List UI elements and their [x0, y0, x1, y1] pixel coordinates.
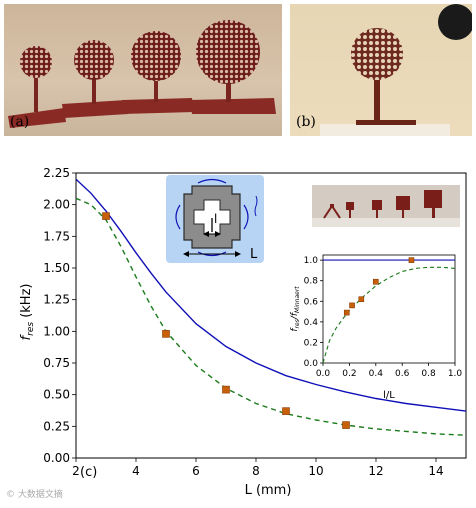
panel-label-c: (c) [80, 465, 97, 480]
inset-x-tick-label: 0.4 [369, 369, 384, 379]
inset-markers [343, 257, 415, 316]
inset-data-point [343, 309, 350, 316]
photo-a-image [4, 4, 282, 136]
inset-fit-curve [322, 266, 456, 364]
main-x-tick-label: 2 [72, 464, 80, 478]
inset-data-point [408, 257, 415, 263]
main-model-curve [75, 178, 467, 412]
main-y-tick-label: 2.00 [43, 198, 70, 212]
main-y-tick-label: 1.00 [43, 324, 70, 338]
inset-x-tick-label: 0.6 [395, 369, 410, 379]
main-ticks: 2 4 6 8 10 12 14 0.00 0.25 0.50 0.75 1.00 1.25 1.50 1.… [43, 166, 443, 478]
photo-a [4, 4, 282, 136]
schematic-small-label: l [214, 212, 217, 226]
inset-x-tick-label: 0.2 [342, 369, 356, 379]
schematic-inset: l L [166, 175, 264, 263]
main-plot-frame [75, 172, 467, 459]
schematic-large-label: L [250, 247, 258, 262]
inset-ylabel-mid: /f [290, 311, 300, 320]
main-data-point [282, 407, 290, 415]
main-ylabel-f: f [19, 333, 34, 340]
inset-ticks: 0.0 0.2 0.4 0.6 0.8 1.0 0.0 0.2 0.4 0.6 0.8 1.0 [304, 256, 463, 379]
main-x-tick-label: 6 [192, 464, 200, 478]
inset-y-tick-label: 0.6 [304, 297, 319, 307]
main-x-tick-label: 12 [368, 464, 383, 478]
inset-ylabel-sub: res [294, 319, 301, 328]
inset-y-tick-label: 0.4 [304, 318, 319, 328]
main-y-tick-label: 1.25 [43, 293, 70, 307]
panel-label-b: (b) [296, 114, 316, 130]
main-data-point [222, 385, 230, 394]
inset-data-point [349, 302, 355, 309]
main-x-tick-label: 8 [252, 464, 260, 478]
main-y-tick-label: 1.75 [43, 229, 70, 243]
schematic-field-right [243, 204, 249, 230]
photo-b [290, 4, 472, 136]
inset-x-tick-label: 0.8 [421, 369, 436, 379]
inset-ylabel-sub2: Minnaert [294, 286, 301, 313]
main-y-tick-label: 2.25 [43, 166, 70, 180]
inset-x-tick-label: 1.0 [448, 369, 463, 379]
main-y-tick-label: 0.25 [43, 419, 70, 433]
main-ylabel-sub: res [26, 322, 36, 336]
main-ylabel: fres (kHz) [19, 284, 36, 341]
main-y-tick-label: 1.50 [43, 261, 70, 275]
main-x-tick-label: 14 [428, 464, 443, 478]
main-x-tick-label: 10 [308, 464, 323, 478]
inset-y-tick-label: 0.8 [304, 277, 319, 287]
main-y-tick-label: 0.50 [43, 388, 70, 402]
watermark: © 大数据文摘 [6, 490, 63, 500]
inset-plot-area [322, 254, 456, 364]
main-xlabel: L (mm) [245, 483, 292, 498]
main-data-point [342, 421, 350, 429]
schematic-field-top [197, 178, 227, 184]
inset-series [322, 259, 456, 364]
inset-data-point [358, 296, 365, 303]
inset-ylabel-f: f [290, 327, 300, 332]
inset-xlabel: l/L [383, 390, 395, 401]
panel-label-a: (a) [10, 114, 30, 130]
inset-y-tick-label: 1.0 [304, 256, 319, 266]
main-x-tick-label: 4 [132, 464, 140, 478]
main-y-tick-label: 0.00 [43, 451, 70, 465]
main-data-point [162, 330, 170, 338]
inset-x-tick-label: 0.0 [316, 369, 331, 379]
main-markers [102, 212, 350, 429]
wave-icon [254, 195, 258, 217]
main-axes [75, 172, 467, 459]
main-data-point [102, 212, 110, 220]
main-ylabel-unit: (kHz) [19, 284, 34, 322]
inset-chart [322, 254, 456, 364]
sample-strip-inset [312, 185, 460, 227]
schematic-field-left [175, 204, 181, 230]
photo-b-image [290, 4, 472, 136]
inset-y-tick-label: 0.2 [304, 338, 318, 348]
inset-data-point [372, 278, 379, 285]
inset-ylabel: fres/fMinnaert [290, 286, 301, 332]
inset-y-tick-label: 0.0 [304, 359, 319, 369]
main-y-tick-label: 0.75 [43, 356, 70, 370]
